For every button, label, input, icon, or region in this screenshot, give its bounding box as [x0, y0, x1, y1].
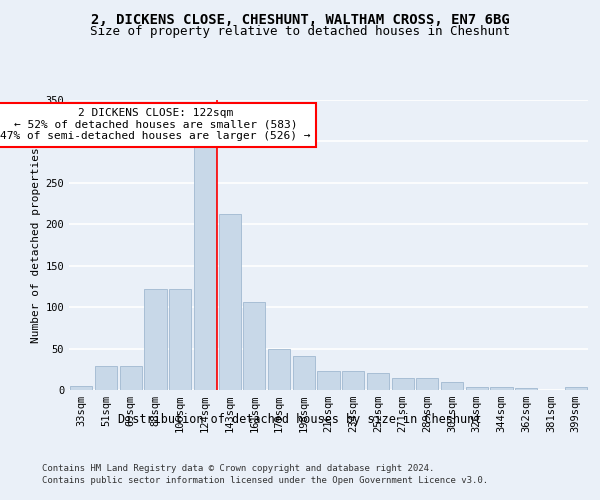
Bar [293, 356, 315, 390]
Text: 2 DICKENS CLOSE: 122sqm
← 52% of detached houses are smaller (583)
47% of semi-d: 2 DICKENS CLOSE: 122sqm ← 52% of detache… [0, 108, 311, 142]
Bar [243, 302, 265, 390]
Bar [515, 388, 538, 390]
Bar [169, 289, 191, 390]
Text: 2, DICKENS CLOSE, CHESHUNT, WALTHAM CROSS, EN7 6BG: 2, DICKENS CLOSE, CHESHUNT, WALTHAM CROS… [91, 12, 509, 26]
Text: Size of property relative to detached houses in Cheshunt: Size of property relative to detached ho… [90, 25, 510, 38]
Bar [70, 386, 92, 390]
Bar [490, 386, 512, 390]
Bar [95, 366, 117, 390]
Text: Distribution of detached houses by size in Cheshunt: Distribution of detached houses by size … [118, 412, 482, 426]
Y-axis label: Number of detached properties: Number of detached properties [31, 147, 41, 343]
Bar [342, 371, 364, 390]
Text: Contains HM Land Registry data © Crown copyright and database right 2024.: Contains HM Land Registry data © Crown c… [42, 464, 434, 473]
Bar [441, 382, 463, 390]
Bar [466, 386, 488, 390]
Bar [268, 348, 290, 390]
Bar [392, 378, 414, 390]
Bar [317, 371, 340, 390]
Bar [194, 146, 216, 390]
Bar [565, 386, 587, 390]
Bar [367, 374, 389, 390]
Bar [416, 378, 439, 390]
Text: Contains public sector information licensed under the Open Government Licence v3: Contains public sector information licen… [42, 476, 488, 485]
Bar [218, 214, 241, 390]
Bar [119, 366, 142, 390]
Bar [145, 289, 167, 390]
